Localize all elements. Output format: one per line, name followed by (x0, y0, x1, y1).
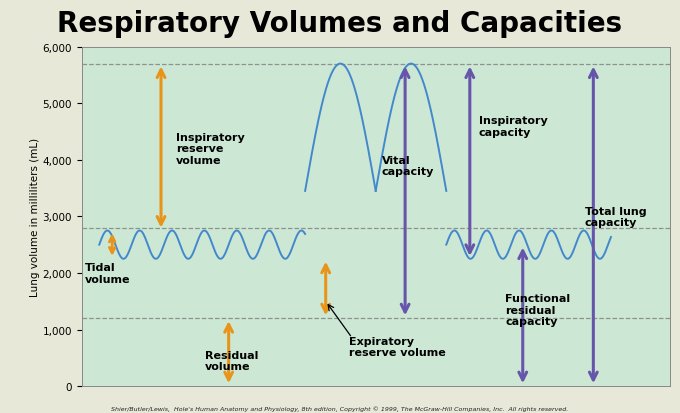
Text: Respiratory Volumes and Capacities: Respiratory Volumes and Capacities (57, 10, 623, 38)
Text: Tidal
volume: Tidal volume (84, 263, 130, 284)
Text: Inspiratory
reserve
volume: Inspiratory reserve volume (175, 133, 245, 166)
Text: Shier/Butler/Lewis,  Hole's Human Anatomy and Physiology, 8th edition, Copyright: Shier/Butler/Lewis, Hole's Human Anatomy… (112, 405, 568, 411)
Text: Total lung
capacity: Total lung capacity (585, 206, 646, 228)
Text: Vital
capacity: Vital capacity (381, 155, 434, 177)
Text: Functional
residual
capacity: Functional residual capacity (505, 293, 571, 327)
Text: Residual
volume: Residual volume (205, 350, 258, 372)
Y-axis label: Lung volume in milliliters (mL): Lung volume in milliliters (mL) (30, 138, 39, 296)
Text: Inspiratory
capacity: Inspiratory capacity (479, 116, 547, 137)
Text: Expiratory
reserve volume: Expiratory reserve volume (350, 336, 446, 357)
